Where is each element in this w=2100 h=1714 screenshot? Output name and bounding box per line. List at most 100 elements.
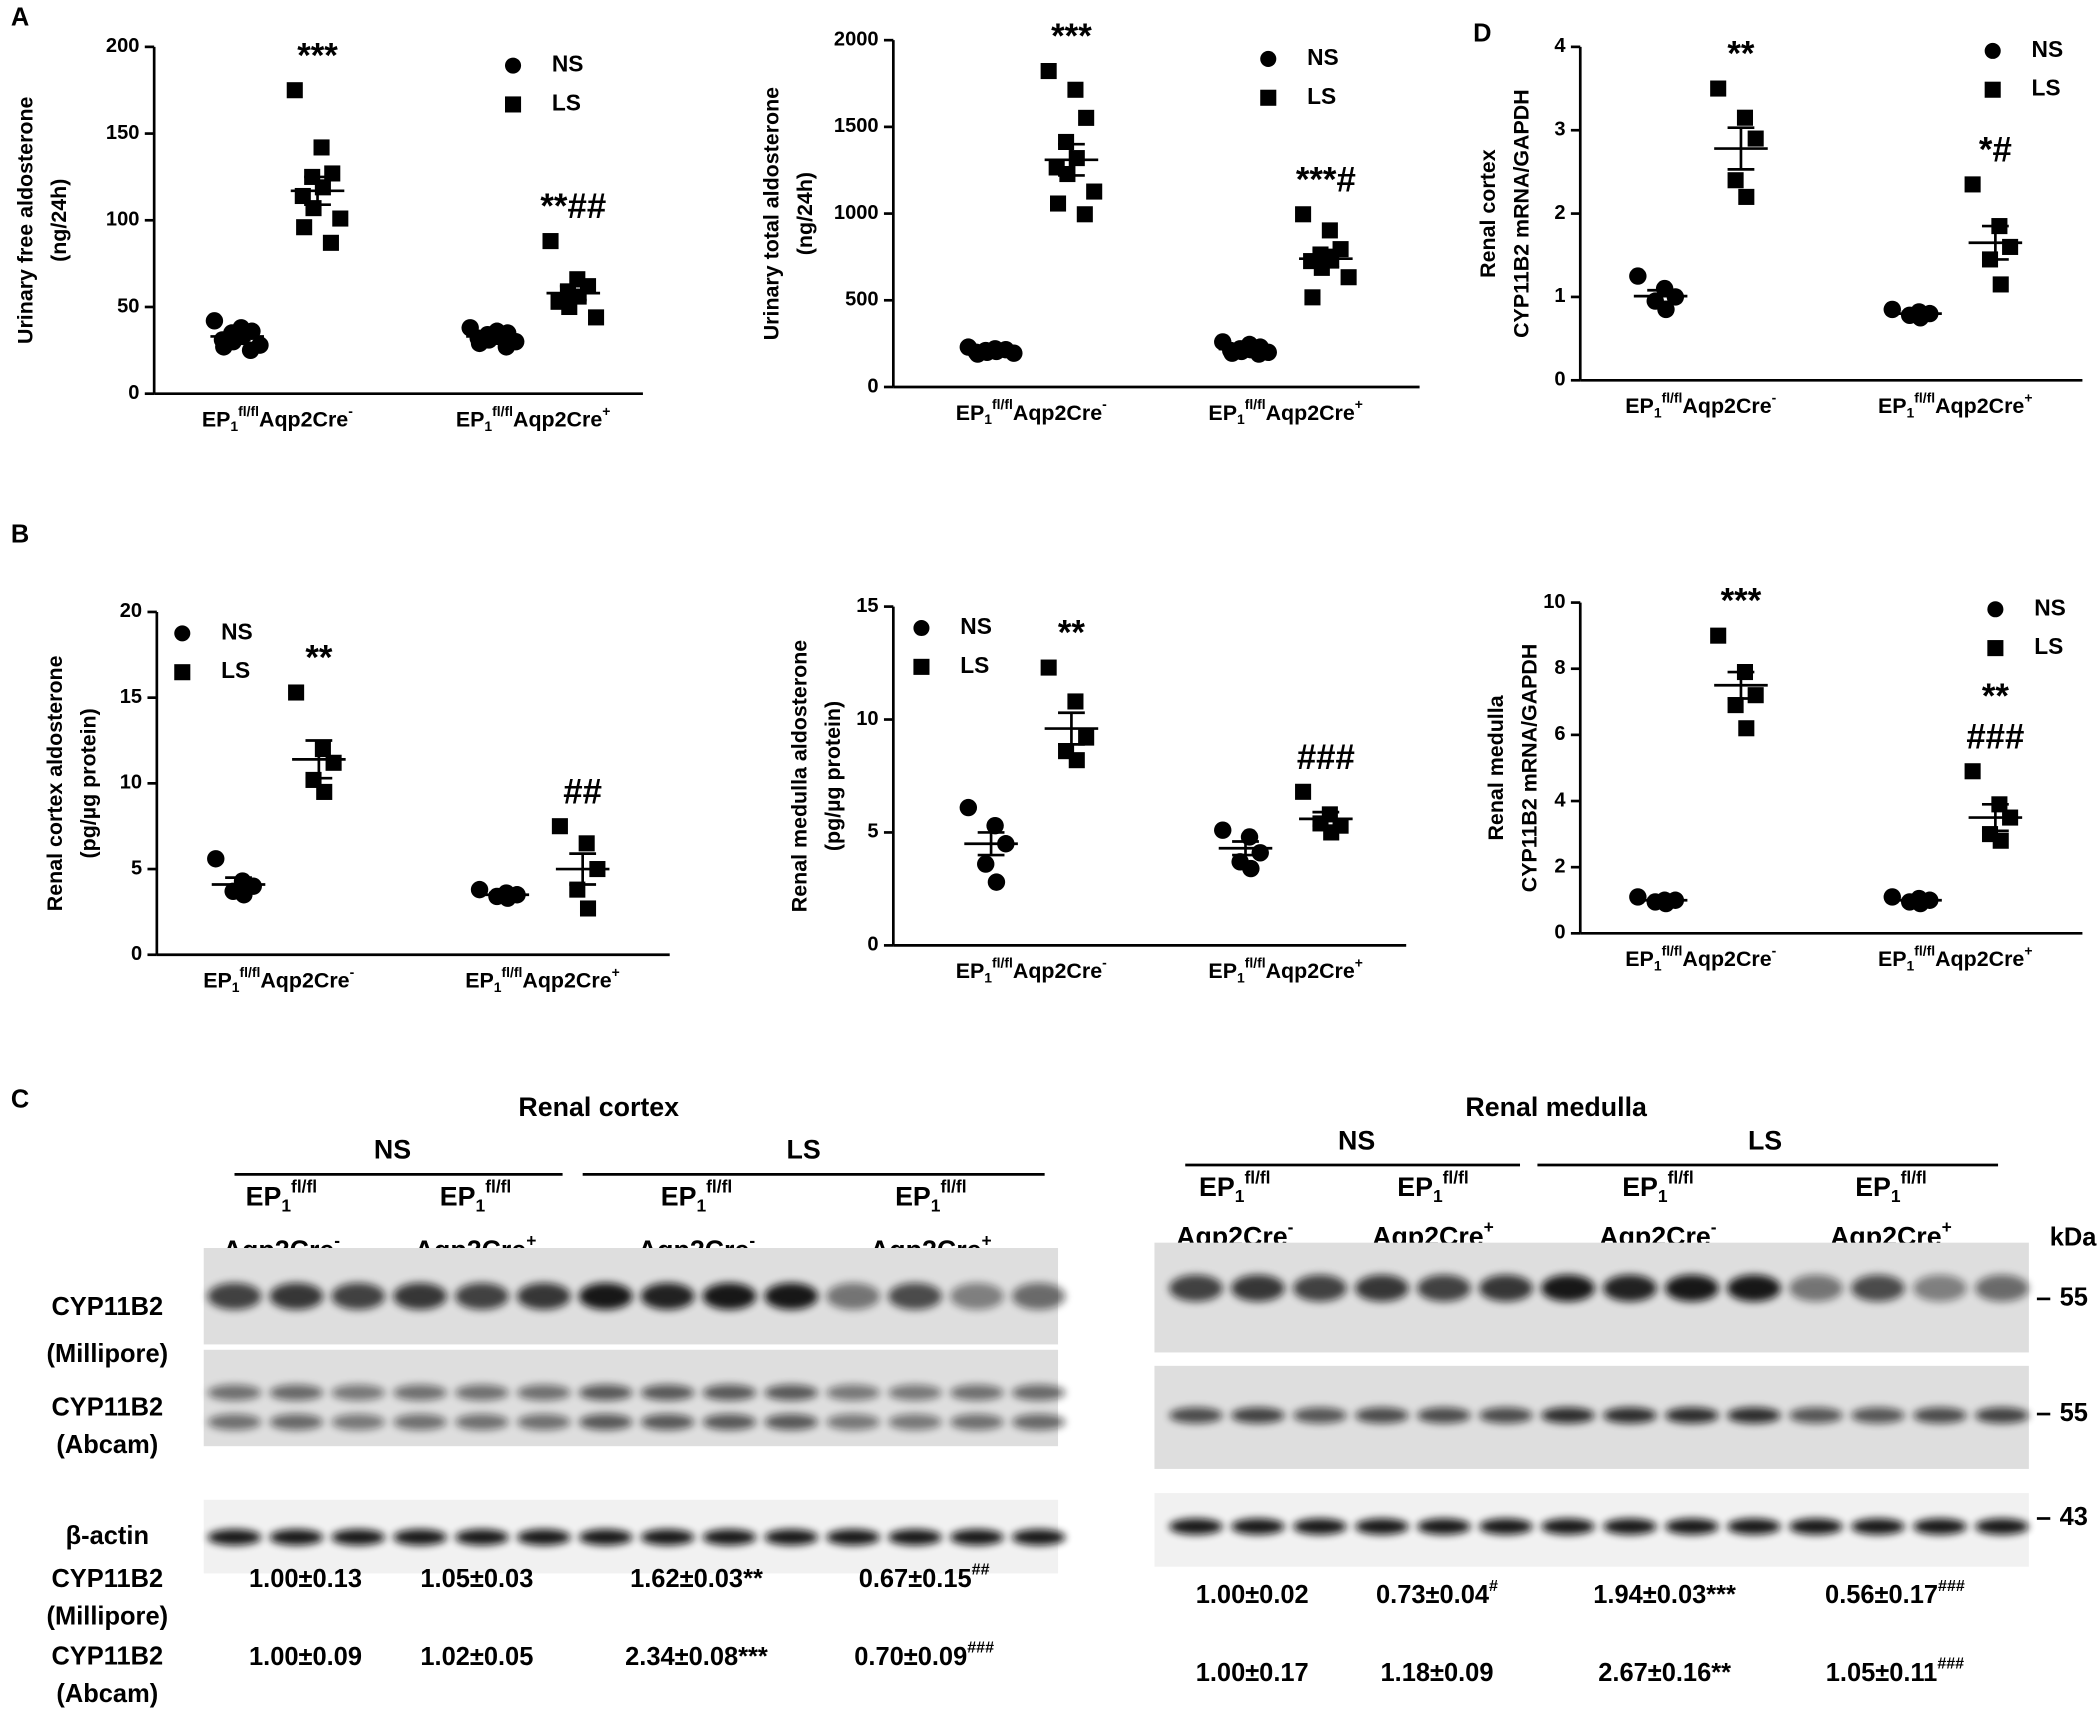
x-tick-label: EP1fl/flAqp2Cre- [1625,389,1776,420]
x-tick-label-part: fl/fl [1914,389,1935,405]
blot-band [1913,1518,1967,1535]
quant-value: 1.05±0.03 [420,1565,533,1593]
genotype-label-part: fl/fl [940,1176,966,1196]
x-tick-label-part: Aqp2Cre [1682,947,1771,971]
x-tick-label-part: 1 [984,969,992,985]
blot-band [1727,1407,1781,1424]
blot-band [702,1282,757,1310]
legend-label: NS [2032,36,2064,62]
blot-band [888,1282,942,1310]
blot-band [1355,1407,1409,1424]
x-tick-label-part: - [1772,389,1777,405]
data-point [1068,752,1085,769]
quantification: 1.05±0.03 [420,1565,533,1593]
legend-marker [174,664,191,681]
legend-label: NS [960,613,992,639]
blot-band [578,1529,633,1546]
data-point [987,873,1006,891]
x-tick-label-part: - [350,964,355,980]
genotype-label: EP1fl/fl [440,1176,511,1215]
genotype-label-part: fl/fl [1443,1167,1469,1187]
data-point [296,219,313,236]
quant-value: 2.67±0.16** [1598,1659,1731,1687]
blot-band [764,1282,819,1310]
genotype-label-part: fl/fl [1668,1167,1694,1187]
x-tick-label-part: + [612,964,620,980]
x-tick-label-part: EP [1878,394,1907,418]
data-point [497,338,516,356]
data-point [1078,109,1095,126]
blot-band [578,1282,633,1310]
x-tick-label-part: fl/fl [1662,389,1683,405]
panel-label: B [11,520,29,548]
blot-band [269,1384,324,1401]
blot-band [1851,1274,1905,1302]
x-tick-label-part: Aqp2Cre [1266,400,1355,424]
x-tick-label-part: 1 [484,418,492,434]
significance-label: ** [305,639,333,678]
y-tick-label: 15 [856,595,878,617]
y-tick-label: 0 [131,943,142,965]
data-point [1747,130,1764,147]
genotype-label: EP1fl/fl [246,1176,317,1215]
row-label: β-actin [66,1522,149,1550]
data-point [579,900,597,917]
blot-band [1541,1518,1595,1535]
data-point [968,345,987,363]
x-tick-label-part: fl/fl [1914,942,1935,958]
y-axis-label: CYP11B2 mRNA/GAPDH [1509,89,1533,338]
row-label: (Millipore) [47,1340,169,1368]
legend-marker [913,658,930,675]
x-tick-label-part: EP [1878,947,1907,971]
legend-label: NS [2034,594,2066,620]
y-tick-label: 10 [856,708,878,730]
x-tick-label-part: Aqp2Cre [1935,947,2024,971]
blot-band [1789,1518,1843,1535]
quant-value: 1.00±0.09 [249,1642,362,1670]
blot-band [1541,1274,1595,1302]
genotype-label-part: EP [661,1182,697,1212]
x-tick-label-part: + [1355,396,1363,412]
genotype-label-part: 1 [696,1195,706,1215]
kda-marker: 43 [2060,1503,2088,1531]
significance-label: ** [1982,677,2010,716]
x-tick-label-part: EP [456,407,485,431]
data-point [578,835,595,852]
blot-band [207,1384,262,1401]
data-point [1883,888,1901,906]
quant-value: 1.05±0.11 [1826,1659,1938,1687]
genotype-label-part: fl/fl [291,1176,317,1196]
quant-value: 0.56±0.17 [1825,1581,1938,1609]
data-point [324,165,341,182]
legend-label: LS [552,89,581,115]
blot-band [1913,1407,1967,1424]
data-point [1629,888,1647,906]
blot-band [1011,1384,1066,1401]
blot-band [1603,1518,1657,1535]
blot-band [331,1384,386,1401]
genotype-label-part: EP [895,1182,931,1212]
blot-band [1851,1407,1905,1424]
genotype-label-part: EP [1397,1172,1433,1202]
data-point [332,210,349,227]
y-tick-label: 0 [1554,922,1565,944]
blot-band [1417,1518,1471,1535]
x-tick-label-part: 1 [1654,957,1662,973]
data-point [313,139,330,156]
data-point [1710,627,1727,644]
blot-band [517,1529,571,1546]
data-point [561,298,578,316]
x-tick-label-part: 1 [1907,404,1915,420]
x-tick-label-part: + [2024,389,2032,405]
data-point [1304,289,1321,306]
data-point [588,309,605,326]
blot-band [1355,1274,1409,1302]
quant-value: 0.73±0.04 [1376,1581,1490,1609]
genotype-label-part: EP [1855,1172,1891,1202]
x-tick-label-part: 1 [232,979,240,995]
quantification: 0.70±0.09### [854,1639,994,1671]
data-point [1727,172,1744,189]
y-tick-label: 200 [106,35,140,57]
y-tick-label: 4 [1554,35,1566,57]
